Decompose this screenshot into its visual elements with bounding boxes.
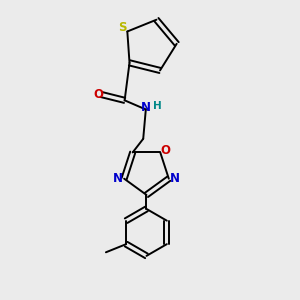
Text: N: N: [141, 101, 151, 114]
Text: O: O: [160, 144, 170, 157]
Text: O: O: [93, 88, 103, 101]
Text: S: S: [118, 21, 127, 34]
Text: N: N: [113, 172, 123, 185]
Text: N: N: [170, 172, 180, 185]
Text: H: H: [153, 101, 162, 111]
